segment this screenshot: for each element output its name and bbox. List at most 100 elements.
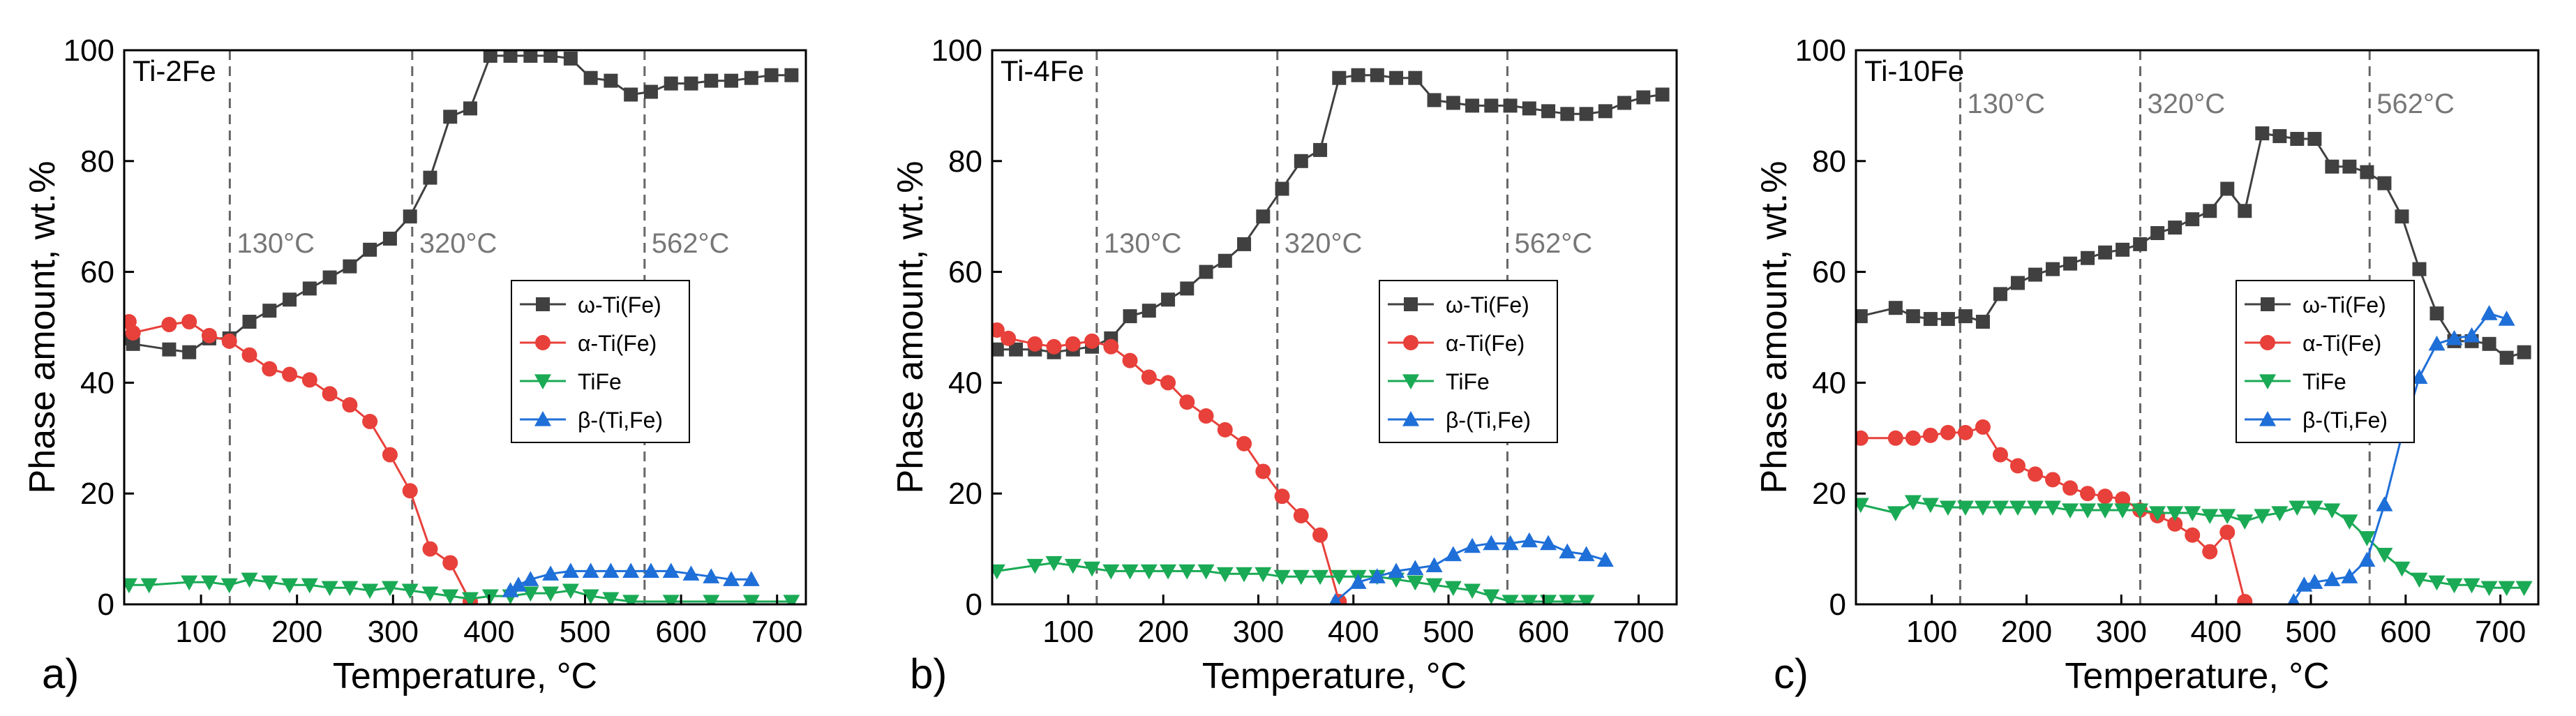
panel-label: a) [42, 650, 79, 697]
data-point [200, 575, 218, 591]
data-point [1541, 104, 1556, 119]
data-point [2463, 578, 2480, 594]
data-point [2097, 503, 2114, 519]
data-point [341, 581, 359, 597]
data-point [1579, 107, 1594, 121]
data-point [542, 586, 560, 602]
series-line-1 [1860, 426, 2246, 602]
data-point [1975, 315, 1990, 329]
legend-entry: TiFe [1446, 369, 1490, 394]
data-point [1313, 142, 1328, 157]
data-point [442, 555, 458, 571]
vline-label-320: 320°C [2148, 89, 2226, 119]
data-point [2271, 506, 2289, 521]
y-tick-label: 40 [80, 366, 114, 400]
data-point [2393, 561, 2411, 577]
data-point [1027, 336, 1043, 352]
data-point [2166, 506, 2184, 521]
data-point [1502, 535, 1519, 551]
data-point [1237, 237, 1252, 251]
data-point [2255, 126, 2270, 141]
data-point [1026, 558, 1044, 574]
data-point [522, 571, 539, 586]
data-point [2202, 544, 2218, 560]
data-point [2307, 132, 2322, 147]
legend-entry: TiFe [578, 369, 622, 394]
data-point [1427, 93, 1441, 107]
x-tick-label: 700 [1613, 615, 1664, 649]
data-point [2081, 251, 2095, 265]
x-tick-label: 200 [1138, 615, 1189, 649]
data-point [343, 259, 357, 274]
data-point [443, 110, 458, 124]
x-tick-label: 600 [1518, 615, 1569, 649]
y-tick-label: 0 [966, 588, 982, 622]
y-tick-label: 60 [1812, 255, 1846, 290]
data-point [1957, 424, 1973, 440]
data-point [140, 578, 158, 594]
data-point [1407, 560, 1424, 575]
x-tick-label: 700 [2475, 615, 2526, 649]
data-point [2306, 500, 2323, 516]
data-point [1408, 70, 1423, 85]
data-point [1905, 430, 1921, 446]
data-point [301, 578, 318, 594]
data-point [2114, 503, 2132, 519]
data-point [1958, 309, 1972, 324]
data-point [1217, 422, 1233, 438]
x-tick-label: 100 [175, 615, 226, 649]
data-point [992, 564, 1005, 580]
data-point [742, 571, 760, 586]
legend-marker [2259, 374, 2276, 389]
data-point [1578, 546, 1595, 562]
legend-entry: β-(Ti,Fe) [1446, 408, 1531, 433]
data-point [442, 589, 459, 604]
data-point [1328, 593, 1342, 604]
legend-marker [2260, 335, 2275, 350]
data-point [2062, 503, 2079, 519]
data-point [1483, 589, 1500, 604]
data-point [1887, 430, 1903, 446]
data-point [1905, 309, 1920, 324]
data-point [1293, 507, 1309, 523]
y-tick-label: 60 [948, 255, 982, 290]
x-tick-label: 100 [1042, 615, 1093, 649]
y-axis-label: Phase amount, wt.% [22, 161, 63, 494]
data-point [2412, 262, 2427, 276]
data-point [2185, 212, 2200, 227]
data-point [643, 84, 658, 99]
sample-label: Ti-2Fe [133, 54, 216, 87]
data-point [742, 595, 760, 604]
x-tick-label: 500 [1423, 615, 1474, 649]
data-point [2219, 524, 2236, 540]
data-point [2149, 506, 2166, 521]
x-axis-label: Temperature, °C [333, 656, 597, 696]
data-point [2341, 514, 2358, 530]
data-point [1389, 70, 1404, 85]
data-point [422, 541, 438, 557]
axes-frame [1855, 49, 2540, 606]
data-point [2446, 578, 2463, 594]
data-point [2323, 571, 2341, 586]
data-point [1065, 336, 1081, 352]
legend-marker [534, 411, 551, 426]
legend-marker [534, 374, 551, 389]
data-point [1141, 304, 1156, 318]
data-point [703, 595, 720, 604]
data-point [1502, 595, 1519, 604]
data-point [283, 292, 297, 307]
x-tick-label: 300 [368, 615, 419, 649]
data-point [181, 575, 198, 591]
data-point [1084, 561, 1101, 577]
vline-label-562: 562°C [1514, 228, 1592, 259]
data-point [2079, 503, 2097, 519]
legend-entry: TiFe [2302, 369, 2346, 394]
data-point [2009, 500, 2026, 516]
data-point [2046, 262, 2060, 276]
data-point [624, 87, 638, 102]
x-tick-label: 200 [271, 615, 322, 649]
data-point [523, 50, 538, 63]
data-point [1617, 96, 1632, 110]
data-point [2290, 132, 2305, 147]
y-tick-label: 0 [98, 588, 114, 622]
